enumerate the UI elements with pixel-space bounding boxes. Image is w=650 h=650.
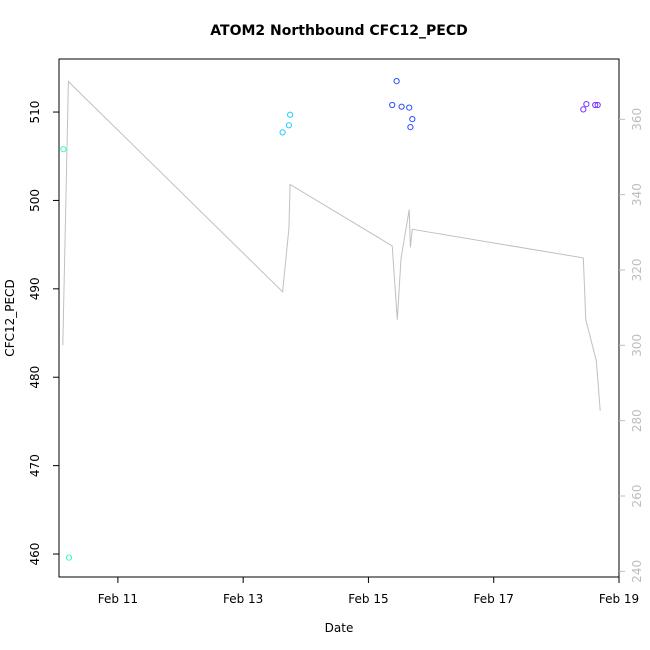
y-tick-label: 460 — [28, 543, 42, 566]
data-point-s3-p5 — [407, 124, 414, 131]
y2-tick-label: 340 — [630, 183, 644, 206]
x-axis-label: Date — [325, 621, 354, 635]
y-tick-label: 510 — [28, 101, 42, 124]
y-tick-label: 500 — [28, 189, 42, 212]
x-tick-label: Feb 19 — [599, 592, 639, 606]
data-point-s3-p3 — [398, 103, 405, 110]
secondary-line-layer — [62, 80, 601, 411]
points-layer — [60, 78, 601, 561]
chart-title: ATOM2 Northbound CFC12_PECD — [210, 23, 467, 39]
data-point-s3-p4 — [406, 104, 413, 111]
x-tick-label: Feb 15 — [348, 592, 388, 606]
plot-area-border — [58, 58, 620, 578]
y2-tick-label: 240 — [630, 560, 644, 583]
data-point-s4-p1 — [580, 106, 587, 113]
data-point-s2-p3 — [287, 111, 294, 118]
data-point-s4-p2 — [583, 101, 590, 108]
data-point-s3-p2 — [393, 78, 400, 85]
y2-tick-label: 360 — [630, 108, 644, 131]
y-axis: 460 470 480 490 500 510 — [28, 101, 59, 566]
data-point-s1-p2 — [65, 554, 73, 561]
y2-tick-label: 300 — [630, 334, 644, 357]
data-point-s4-p3 — [592, 101, 599, 109]
x-tick-label: Feb 13 — [223, 592, 263, 606]
data-point-s2-p2 — [285, 122, 292, 129]
y2-tick-label: 280 — [630, 409, 644, 432]
y-tick-label: 490 — [28, 277, 42, 300]
x-tick-label: Feb 11 — [98, 592, 138, 606]
data-point-s4-p4 — [594, 101, 601, 109]
y2-axis-right: 240 260 280 300 320 340 360 — [619, 108, 644, 583]
secondary-series-line — [62, 80, 601, 411]
y2-tick-label: 260 — [630, 485, 644, 508]
y-axis-label: CFC12_PECD — [3, 279, 17, 356]
data-point-s2-p1 — [279, 129, 286, 136]
data-point-s1-p1 — [60, 146, 67, 153]
y2-tick-label: 320 — [630, 259, 644, 282]
x-tick-label: Feb 17 — [474, 592, 514, 606]
data-point-s3-p1 — [389, 101, 396, 109]
y-tick-label: 480 — [28, 366, 42, 389]
data-point-s3-p6 — [409, 116, 416, 123]
y-tick-label: 470 — [28, 454, 42, 477]
x-axis: Feb 11 Feb 13 Feb 15 Feb 17 Feb 19 — [98, 577, 639, 606]
